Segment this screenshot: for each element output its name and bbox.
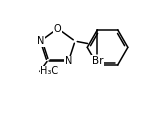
Text: N: N — [37, 36, 44, 46]
Text: N: N — [65, 56, 72, 66]
Text: Br: Br — [92, 56, 103, 66]
Text: O: O — [54, 23, 62, 34]
Text: H₃C: H₃C — [40, 66, 59, 76]
